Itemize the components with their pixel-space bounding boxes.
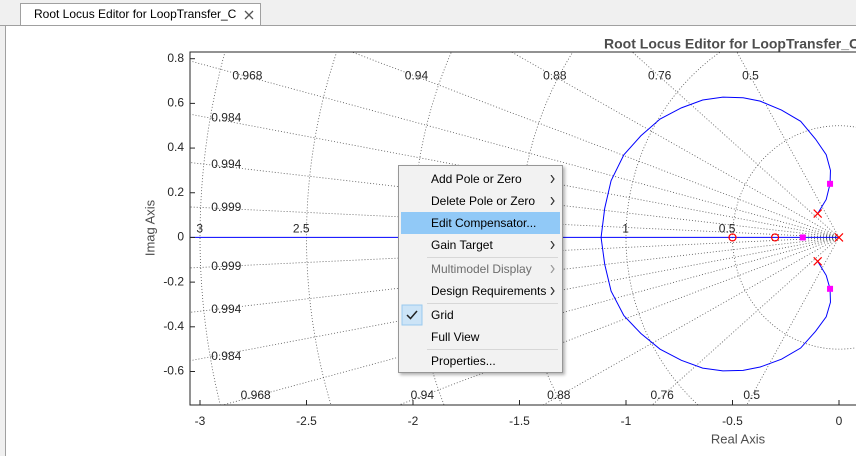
menu-item[interactable]: Add Pole or Zero bbox=[401, 168, 560, 190]
damping-grid-line bbox=[746, 237, 840, 405]
context-menu: Add Pole or Zero Delete Pole or Zero Edit … bbox=[398, 165, 563, 373]
check-mark bbox=[401, 304, 423, 326]
menu-separator bbox=[427, 349, 558, 350]
menu-item[interactable]: Design Requirements bbox=[401, 280, 560, 302]
pole-marker bbox=[813, 256, 823, 266]
x-tick-label: -1 bbox=[621, 414, 632, 428]
y-tick-label: -0.2 bbox=[163, 274, 184, 288]
x-tick-label: -1.5 bbox=[509, 414, 530, 428]
closed-loop-pole bbox=[827, 285, 834, 292]
x-tick-label: -0.5 bbox=[722, 414, 743, 428]
damping-grid-line bbox=[190, 237, 840, 362]
damping-grid-label: 0.76 bbox=[650, 388, 674, 402]
damping-grid-label: 0.88 bbox=[543, 69, 567, 83]
menu-separator bbox=[427, 257, 558, 258]
menu-item: Multimodel Display bbox=[401, 258, 560, 280]
menu-item[interactable]: Delete Pole or Zero bbox=[401, 190, 560, 212]
damping-grid-line bbox=[190, 113, 840, 238]
chart: Root Locus Editor for LoopTransfer_C Rea… bbox=[142, 36, 856, 446]
damping-grid-label: 0.5 bbox=[743, 388, 760, 402]
damping-grid-line bbox=[190, 60, 840, 238]
frequency-grid-label: 3 bbox=[196, 222, 203, 236]
x-tick-label: -2 bbox=[408, 414, 419, 428]
submenu-arrow bbox=[550, 197, 555, 205]
submenu-arrow bbox=[550, 287, 555, 295]
x-axis-label: Real Axis bbox=[711, 431, 766, 446]
damping-grid-label: 0.968 bbox=[232, 69, 262, 83]
damping-grid-label: 0.984 bbox=[211, 110, 241, 124]
zero-marker bbox=[728, 233, 737, 242]
damping-grid-line bbox=[190, 206, 840, 238]
y-tick-label: -0.4 bbox=[163, 319, 184, 333]
y-tick-label: 0.2 bbox=[167, 185, 184, 199]
pole-marker bbox=[834, 233, 844, 242]
menu-item[interactable]: Grid bbox=[401, 304, 560, 326]
menu-item-label: Full View bbox=[431, 330, 480, 344]
zero-marker bbox=[770, 233, 780, 242]
menu-item[interactable]: Gain Target bbox=[401, 234, 560, 256]
frequency-grid-label: 2.5 bbox=[293, 222, 310, 236]
damping-grid-line bbox=[190, 162, 840, 238]
damping-grid-label: 0.984 bbox=[211, 349, 241, 363]
damping-grid-label: 0.94 bbox=[411, 388, 435, 402]
damping-grid-label: 0.994 bbox=[211, 157, 241, 171]
y-tick-label: 0.6 bbox=[167, 96, 184, 110]
damping-grid-label: 0.968 bbox=[241, 388, 271, 402]
menu-item-label: Design Requirements bbox=[431, 284, 547, 298]
x-tick-label: -3 bbox=[195, 414, 206, 428]
y-tick-label: 0 bbox=[177, 230, 184, 244]
frequency-grid-label: 1 bbox=[622, 222, 629, 236]
menu-item-label: Gain Target bbox=[431, 238, 493, 252]
damping-grid-label: 0.999 bbox=[211, 200, 241, 214]
menu-item-label: Add Pole or Zero bbox=[431, 172, 522, 186]
tab-bar: Root Locus Editor for LoopTransfer_C bbox=[0, 0, 856, 26]
locus-branch bbox=[600, 96, 831, 238]
y-tick-label: -0.6 bbox=[163, 364, 184, 378]
chart-title: Root Locus Editor for LoopTransfer_C bbox=[604, 36, 856, 52]
damping-grid-line bbox=[190, 237, 840, 313]
damping-grid-label: 0.994 bbox=[211, 302, 241, 316]
x-tick-label: 0 bbox=[836, 414, 843, 428]
menu-item[interactable]: Properties... bbox=[401, 350, 560, 372]
submenu-arrow bbox=[550, 265, 555, 273]
y-tick-label: 0.4 bbox=[167, 140, 184, 154]
menu-item-label: Properties... bbox=[431, 354, 496, 368]
damping-grid-label: 0.999 bbox=[211, 259, 241, 273]
submenu-arrow bbox=[550, 175, 555, 183]
menu-separator bbox=[427, 303, 558, 304]
tab-title: Root Locus Editor for LoopTransfer_C bbox=[34, 7, 237, 21]
axes-box bbox=[189, 51, 856, 406]
damping-grid-label: 0.94 bbox=[405, 69, 429, 83]
closed-loop-pole bbox=[799, 234, 806, 241]
menu-item-label: Edit Compensator... bbox=[431, 216, 537, 230]
submenu-arrow bbox=[550, 241, 555, 249]
pole-marker bbox=[813, 209, 823, 218]
menu-item[interactable]: Edit Compensator... bbox=[401, 212, 560, 234]
x-tick-label: -2.5 bbox=[296, 414, 317, 428]
damping-grid-label: 0.5 bbox=[742, 69, 759, 83]
damping-grid-line bbox=[190, 237, 840, 269]
damping-grid-label: 0.76 bbox=[648, 69, 672, 83]
menu-item-label: Multimodel Display bbox=[431, 262, 532, 276]
closed-loop-pole bbox=[827, 180, 834, 187]
menu-item-label: Delete Pole or Zero bbox=[431, 194, 536, 208]
damping-grid-line bbox=[736, 52, 840, 238]
frequency-grid-label: 0.5 bbox=[719, 222, 736, 236]
y-tick-label: 0.8 bbox=[167, 51, 184, 65]
editor-tab[interactable]: Root Locus Editor for LoopTransfer_C bbox=[20, 3, 261, 25]
locus-branch bbox=[600, 237, 831, 372]
menu-item-label: Grid bbox=[431, 308, 454, 322]
menu-item[interactable]: Full View bbox=[401, 326, 560, 348]
damping-grid-label: 0.88 bbox=[547, 388, 571, 402]
tab-close[interactable] bbox=[244, 10, 254, 20]
y-axis-label: Imag Axis bbox=[142, 199, 157, 256]
